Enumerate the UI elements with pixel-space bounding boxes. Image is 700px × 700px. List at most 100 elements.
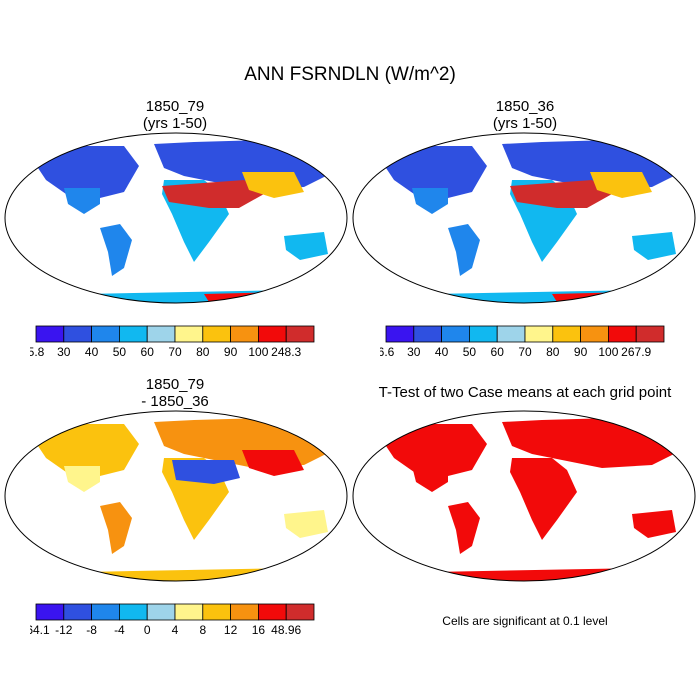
colorbar-label: 100 [598, 345, 618, 359]
colorbar-label: 60 [141, 345, 155, 359]
north-america [382, 424, 487, 490]
colorbar-2: 6.6 30 40 50 60 70 80 90 100 267.9 [380, 325, 665, 359]
antarctica [74, 568, 304, 581]
colorbar-label: 267.9 [621, 345, 651, 359]
colorbar-label: 80 [196, 345, 210, 359]
sahara-arabia [162, 180, 264, 208]
australia [284, 232, 328, 260]
map-panel-difference [4, 410, 348, 582]
antarctica [422, 568, 652, 581]
colorbar-label: 90 [224, 345, 238, 359]
colorbar-swatch [524, 325, 554, 343]
colorbar-label: 48.96 [271, 623, 301, 637]
north-america-south [64, 466, 100, 492]
colorbar-swatch [202, 603, 232, 621]
colorbar-swatch [35, 325, 65, 343]
colorbar-swatch [119, 603, 148, 621]
colorbar-label: 70 [168, 345, 182, 359]
panel2-title-line1: 1850_36 [495, 98, 555, 115]
colorbar-swatch [63, 325, 92, 343]
colorbar-swatch [580, 325, 609, 343]
colorbar-label: 4 [172, 623, 179, 637]
panel2-title: 1850_36 (yrs 1-50) [410, 98, 640, 132]
colorbar-label: 0 [144, 623, 151, 637]
panel3-title-line2: - 1850_36 [141, 393, 209, 410]
map-panel-1850-79 [4, 132, 348, 304]
australia [284, 510, 328, 538]
colorbar-swatch [202, 325, 232, 343]
map-frame [352, 410, 696, 582]
significance-note: Cells are significant at 0.1 level [442, 614, 608, 628]
map-panel-1850-36 [352, 132, 696, 304]
colorbar-swatch [607, 325, 637, 343]
australia [632, 232, 676, 260]
colorbar-swatch [174, 603, 204, 621]
colorbar-swatch [285, 603, 315, 621]
panel1-title-line2: (yrs 1-50) [142, 115, 208, 132]
south-america [100, 502, 132, 554]
land-field [34, 140, 334, 303]
colorbar-swatch [385, 325, 415, 343]
colorbar-swatch [119, 325, 148, 343]
significant-cells [382, 418, 682, 581]
colorbar-label: 5.8 [30, 345, 45, 359]
colorbar-label: 90 [574, 345, 588, 359]
map-frame [352, 132, 696, 304]
colorbar-label: -64.1 [30, 623, 50, 637]
colorbar-label: 40 [435, 345, 449, 359]
panel3-title: 1850_79 - 1850_36 [60, 376, 290, 410]
colorbar-swatch [230, 603, 259, 621]
panel1-title-line1: 1850_79 [145, 98, 205, 115]
panel3-title-line1: 1850_79 [145, 376, 205, 393]
colorbar-label: 50 [463, 345, 477, 359]
colorbar-label: 60 [491, 345, 505, 359]
south-america [448, 224, 480, 276]
colorbar-swatch [91, 325, 120, 343]
colorbar-label: 50 [113, 345, 127, 359]
panel4-title: T-Test of two Case means at each grid po… [378, 384, 672, 401]
colorbar-label: -12 [55, 623, 73, 637]
map-frame [4, 410, 348, 582]
map-panel-ttest [352, 410, 696, 582]
colorbar-1: 5.8 30 40 50 60 70 80 90 100 248.3 [30, 325, 315, 359]
colorbar-swatch [413, 325, 442, 343]
north-america-south [412, 466, 448, 492]
colorbar-swatch [257, 325, 287, 343]
north-america-south [64, 188, 100, 214]
colorbar-swatch [35, 603, 65, 621]
colorbar-swatch [146, 325, 176, 343]
central-asia [590, 172, 652, 198]
central-asia [242, 450, 304, 476]
south-america [100, 224, 132, 276]
colorbar-label: 30 [407, 345, 421, 359]
colorbar-swatch [257, 603, 287, 621]
colorbar-swatch [496, 325, 526, 343]
sahara-arabia [510, 180, 612, 208]
colorbar-label: 248.3 [271, 345, 301, 359]
colorbar-3: -64.1 -12 -8 -4 0 4 8 12 16 48.96 [30, 603, 315, 637]
antarctica [74, 290, 304, 303]
colorbar-label: 6.6 [380, 345, 395, 359]
colorbar-label: -4 [114, 623, 125, 637]
colorbar-label: 16 [252, 623, 266, 637]
colorbar-label: 8 [199, 623, 206, 637]
antarctica [422, 290, 652, 303]
colorbar-label: 70 [518, 345, 532, 359]
africa [510, 458, 577, 540]
colorbar-swatch [285, 325, 315, 343]
panel1-title: 1850_79 (yrs 1-50) [60, 98, 290, 132]
colorbar-swatch [174, 325, 204, 343]
colorbar-label: 30 [57, 345, 71, 359]
map-frame [4, 132, 348, 304]
central-asia [242, 172, 304, 198]
land-field [382, 140, 682, 303]
colorbar-swatch [552, 325, 582, 343]
colorbar-swatch [146, 603, 176, 621]
land-field [34, 418, 334, 581]
north-america-south [412, 188, 448, 214]
figure-title: ANN FSRNDLN (W/m^2) [244, 64, 456, 85]
north-america [34, 146, 139, 212]
colorbar-swatch [63, 603, 92, 621]
colorbar-label: -8 [86, 623, 97, 637]
south-america [448, 502, 480, 554]
